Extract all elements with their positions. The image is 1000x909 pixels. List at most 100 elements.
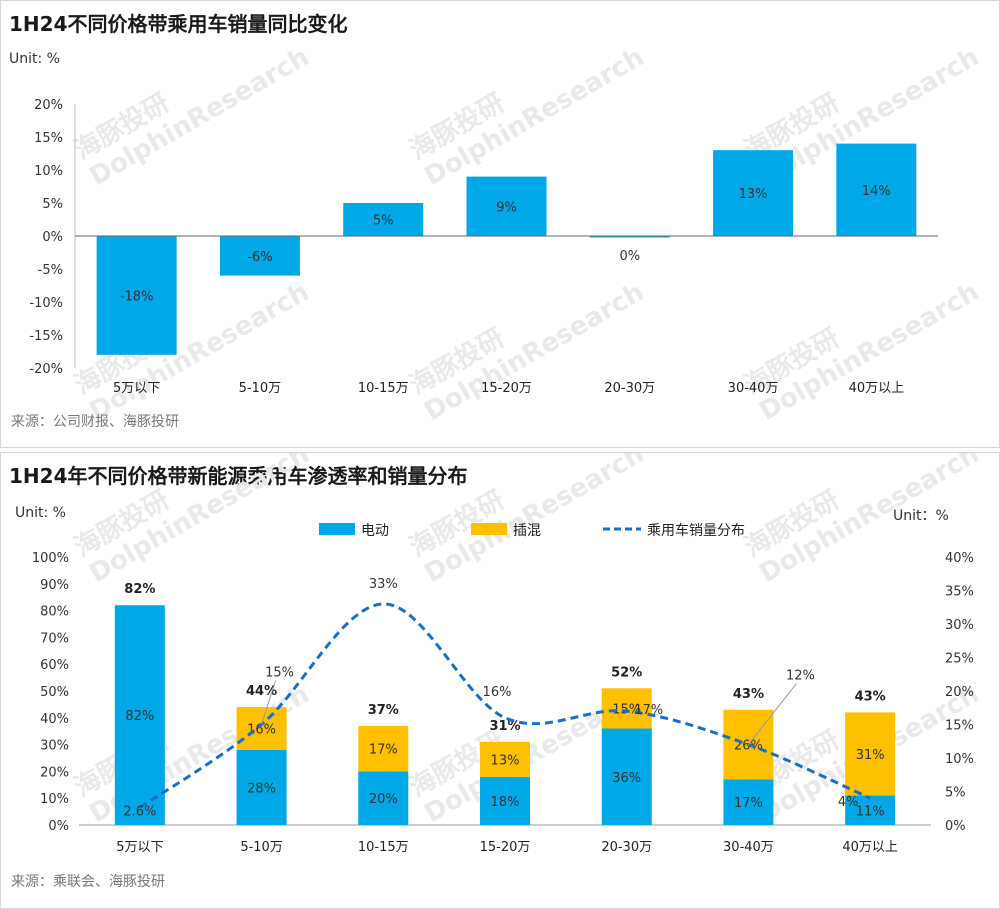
data-label: 9% [496,200,517,215]
data-label-line: 15% [265,666,294,681]
y-tick-label-right: 5% [945,786,966,801]
x-tick-label: 15-20万 [480,840,531,855]
bar [836,143,917,236]
bar-ev [358,771,409,825]
legend-label: 电动 [361,523,389,539]
bar [96,236,177,355]
y-tick-label: 5% [42,197,63,212]
total-label: 82% [124,582,155,597]
data-label-line: 16% [483,685,512,700]
y-tick-label: -20% [29,362,63,377]
y-tick-label-left: 50% [40,685,69,700]
bar [713,150,794,236]
unit-label: Unit: % [9,51,60,67]
y-tick-label: -10% [29,296,63,311]
bar [219,236,300,276]
bar [466,176,547,236]
bar-ev [480,776,530,825]
data-label-line: 2.6% [123,805,156,820]
total-label: 52% [611,665,642,680]
chart-panel-yoy: 1H24不同价格带乘用车销量同比变化 Unit: % 海豚投研 DolphinRe… [0,0,1000,448]
bar-ev [845,795,896,825]
data-label: 13% [739,187,768,202]
x-tick-label: 5万以下 [116,840,163,855]
data-label-ev: 20% [369,792,398,807]
chart-title: 1H24年不同价格带新能源乘用车渗透率和销量分布 [9,464,468,488]
data-label-line: 17% [634,703,663,718]
unit-label-right: Unit：% [893,508,949,524]
total-label: 37% [368,703,399,718]
y-tick-label-left: 100% [32,551,69,566]
y-tick-label-right: 25% [945,652,974,667]
y-tick-label-left: 0% [48,819,69,834]
data-label-ev: 11% [856,804,885,819]
line-sales-distribution [139,602,871,809]
unit-label-left: Unit: % [15,505,66,521]
y-tick-label-left: 40% [40,712,69,727]
bar-ev [114,605,165,825]
chart-panel-nev: 1H24年不同价格带新能源乘用车渗透率和销量分布 Unit: % Unit：% … [0,452,1000,909]
data-label-ev: 36% [612,771,641,786]
y-tick-label: 10% [34,164,63,179]
x-tick-label: 5-10万 [239,381,282,396]
y-tick-label: 15% [34,131,63,146]
data-label-phev: 17% [369,743,398,758]
x-tick-label: 30-40万 [728,381,779,396]
data-label-line: 4% [838,795,859,810]
data-label: 14% [862,184,891,199]
source-note: 来源：公司财报、海豚投研 [11,414,179,430]
data-label-phev: 13% [491,753,520,768]
bar-ev [723,779,774,825]
data-label-ev: 28% [247,781,276,796]
y-tick-label: 0% [42,230,63,245]
x-tick-label: 5万以下 [113,381,160,396]
bar [343,203,424,236]
bar-phev [358,725,409,772]
bar-ev [236,749,287,825]
leader-line [261,680,277,725]
y-tick-label-right: 10% [945,752,974,767]
y-tick-label-right: 0% [945,819,966,834]
legend-label: 乘用车销量分布 [647,522,745,539]
data-label-phev: 16% [247,723,276,738]
data-label-ev: 18% [491,795,520,810]
data-label: -18% [120,289,154,304]
data-label-line: 33% [369,577,398,592]
x-tick-label: 40万以上 [842,840,898,855]
leader-line [748,683,797,745]
y-tick-label-right: 40% [945,551,974,566]
y-tick-label-left: 60% [40,658,69,673]
bar-ev [601,728,652,825]
y-tick-label-left: 90% [40,578,69,593]
legend-swatch [319,523,355,535]
bar-phev [845,712,896,796]
y-tick-label: 20% [34,98,63,113]
data-label: -6% [247,250,272,265]
total-label: 31% [489,719,520,734]
legend-swatch [471,523,507,535]
total-label: 43% [733,687,764,702]
source-note: 来源：乘联会、海豚投研 [11,874,165,890]
y-tick-label-left: 20% [40,765,69,780]
bar-phev [480,741,530,777]
data-label-ev: 17% [734,796,763,811]
y-tick-label-right: 15% [945,719,974,734]
total-label: 43% [855,689,886,704]
y-tick-label-left: 80% [40,605,69,620]
bar-phev [236,707,287,750]
data-label: 5% [373,214,394,229]
y-tick-label-left: 10% [40,792,69,807]
y-tick-label-left: 70% [40,631,69,646]
data-label-line: 12% [786,669,815,684]
bar-phev [601,688,652,729]
y-tick-label-right: 20% [945,685,974,700]
x-tick-label: 40万以上 [849,381,905,396]
